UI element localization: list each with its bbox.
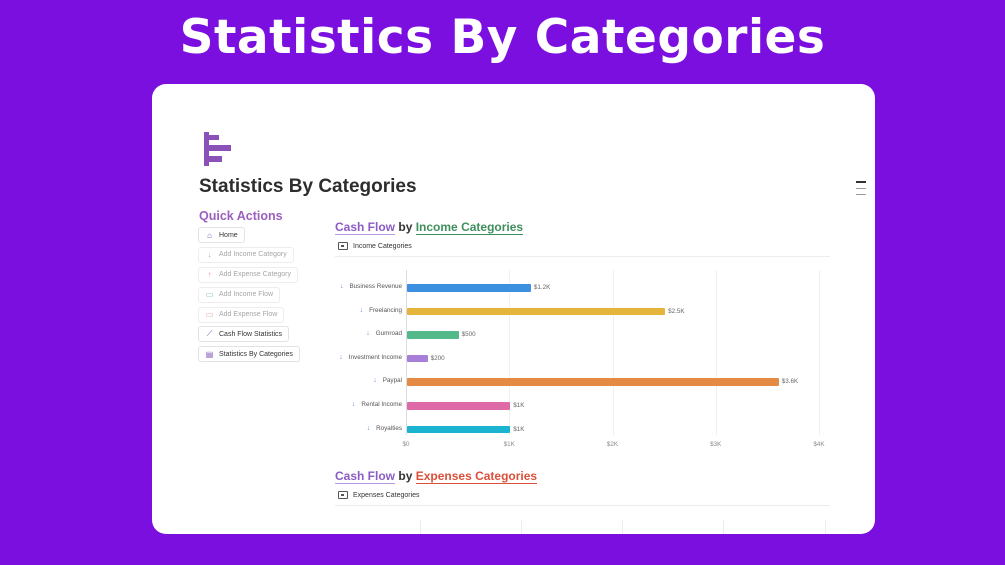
bar-value-label: $3.6K (781, 378, 799, 386)
arrow-down-icon: ↓ (373, 377, 377, 385)
expense-view-tab[interactable]: Expenses Categories (338, 491, 420, 499)
home-icon: ⌂ (207, 230, 212, 240)
title-cash-flow: Cash Flow (335, 220, 396, 235)
category-name: Gumroad (375, 330, 402, 338)
x-tick-label: $1K (503, 441, 515, 448)
quick-action-label: Cash Flow Statistics (219, 330, 283, 338)
arrow-down-icon: ↓ (351, 401, 356, 408)
category-name: Rental Income (361, 401, 402, 408)
income-bar-chart: $0 $1K $2K $3K $4K ↓ Business Revenue $1.2K ↓ Fre… (335, 264, 835, 454)
title-cash-flow: Cash Flow (335, 469, 396, 484)
expense-grid-line (521, 520, 522, 534)
income-section-title: Cash Flow by Income Categories (335, 220, 524, 235)
category-label: ↓ Business Revenue (340, 283, 402, 290)
quick-action-add-expense-category[interactable]: ↑ Add Expense Category (198, 266, 298, 283)
quick-action-label: Home (219, 231, 238, 239)
expense-view-label: Expenses Categories (353, 491, 420, 499)
x-tick-label: $3K (710, 441, 722, 448)
bar[interactable] (407, 425, 511, 434)
grid-line (715, 270, 717, 435)
category-label: ↓ Freelancing (360, 307, 402, 314)
bar[interactable] (407, 331, 459, 339)
quick-action-home[interactable]: ⌂ Home (198, 227, 245, 243)
category-label: ↓ Paypal (373, 377, 402, 384)
database-icon (338, 242, 348, 250)
category-label: ↓ Gumroad (366, 330, 402, 337)
grid-line (819, 270, 820, 435)
category-name: Business Revenue (349, 283, 402, 290)
arrow-down-icon: ↓ (366, 424, 371, 432)
arrow-down-icon: ↓ (366, 330, 370, 338)
bar-value-label: $2.5K (668, 307, 685, 315)
database-icon (338, 491, 348, 499)
page-title: Statistics By Categories (199, 176, 417, 197)
bar-value-label: $1.2K (533, 284, 551, 291)
quick-action-label: Statistics By Categories (219, 350, 293, 358)
quick-action-cash-flow-statistics[interactable]: ⟋ Cash Flow Statistics (198, 326, 290, 343)
divider (335, 505, 830, 506)
divider (335, 256, 830, 257)
bar-chart-icon (204, 132, 231, 166)
expense-grid-line (622, 520, 623, 534)
expense-grid-line (723, 520, 724, 534)
quick-action-label: Add Expense Flow (219, 311, 278, 319)
arrow-down-icon: ↓ (339, 353, 343, 361)
bar[interactable] (407, 378, 779, 386)
category-label: ↓ Royalties (367, 425, 402, 432)
bar-value-label: $500 (461, 331, 476, 339)
quick-action-label: Add Income Flow (219, 291, 274, 299)
arrow-down-icon: ↓ (359, 306, 364, 314)
category-name: Investment Income (348, 353, 402, 361)
bar[interactable] (407, 402, 511, 410)
title-expenses-categories: Expenses Categories (415, 469, 538, 484)
quick-actions-list: ⌂ Home ↓ Add Income Category ↑ Add Expense Ca… (198, 227, 300, 366)
title-by: by (398, 469, 413, 483)
bar-value-label: $1K (513, 402, 525, 409)
bar-value-label: $1K (513, 425, 525, 433)
line-chart-icon: ⟋ (206, 329, 213, 339)
quick-action-add-income-category[interactable]: ↓ Add Income Category (198, 246, 294, 263)
title-by: by (398, 220, 413, 234)
arrow-down-icon: ↓ (207, 250, 212, 260)
bar-value-label: $200 (430, 354, 445, 362)
hero-title: Statistics By Categories (179, 10, 826, 65)
bar[interactable] (407, 307, 666, 316)
category-label: ↓ Investment Income (339, 354, 402, 361)
quick-action-label: Add Income Category (219, 251, 287, 259)
money-icon: ▭ (205, 290, 214, 300)
expense-grid-line (420, 520, 421, 534)
expense-grid-line (825, 520, 826, 534)
x-tick-label: $2K (606, 441, 619, 448)
grid-line (509, 270, 511, 435)
quick-action-add-expense-flow[interactable]: ▭ Add Expense Flow (198, 306, 285, 323)
arrow-up-icon: ↑ (207, 270, 212, 280)
quick-action-label: Add Expense Category (219, 271, 291, 279)
bar[interactable] (407, 354, 428, 363)
bar[interactable] (407, 284, 531, 292)
money-out-icon: ▭ (205, 310, 214, 320)
category-label: ↓ Rental Income (352, 401, 402, 408)
bar-chart-icon: ▤ (205, 349, 214, 359)
notion-page-card: Statistics By Categories Quick Actions ⌂… (152, 84, 875, 534)
quick-action-add-income-flow[interactable]: ▭ Add Income Flow (198, 286, 281, 303)
y-axis-line (406, 270, 407, 435)
x-tick-label: $0 (402, 441, 410, 448)
title-income-categories: Income Categories (415, 220, 524, 235)
grid-line (612, 270, 614, 435)
category-name: Freelancing (369, 306, 402, 314)
x-tick-label: $4K (813, 441, 825, 448)
category-name: Paypal (382, 377, 402, 385)
category-name: Royalties (376, 424, 402, 432)
outline-handle[interactable] (856, 181, 866, 195)
quick-action-statistics-by-categories[interactable]: ▤ Statistics By Categories (198, 346, 300, 363)
expense-section-title: Cash Flow by Expenses Categories (335, 469, 538, 484)
income-view-label: Income Categories (353, 242, 412, 250)
quick-actions-title: Quick Actions (199, 209, 283, 223)
income-view-tab[interactable]: Income Categories (338, 242, 412, 250)
arrow-down-icon: ↓ (339, 283, 344, 290)
